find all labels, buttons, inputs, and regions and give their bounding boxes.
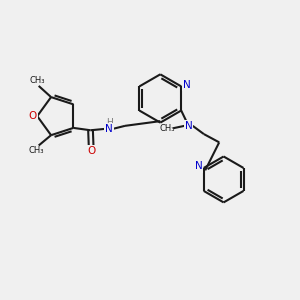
- Text: O: O: [29, 111, 37, 121]
- Text: N: N: [105, 124, 113, 134]
- Text: N: N: [185, 121, 193, 131]
- Text: CH₃: CH₃: [29, 76, 45, 85]
- Text: H: H: [106, 118, 113, 127]
- Text: CH₃: CH₃: [28, 146, 44, 155]
- Text: O: O: [87, 146, 95, 156]
- Text: CH₃: CH₃: [159, 124, 175, 133]
- Text: N: N: [183, 80, 190, 90]
- Text: N: N: [194, 161, 202, 172]
